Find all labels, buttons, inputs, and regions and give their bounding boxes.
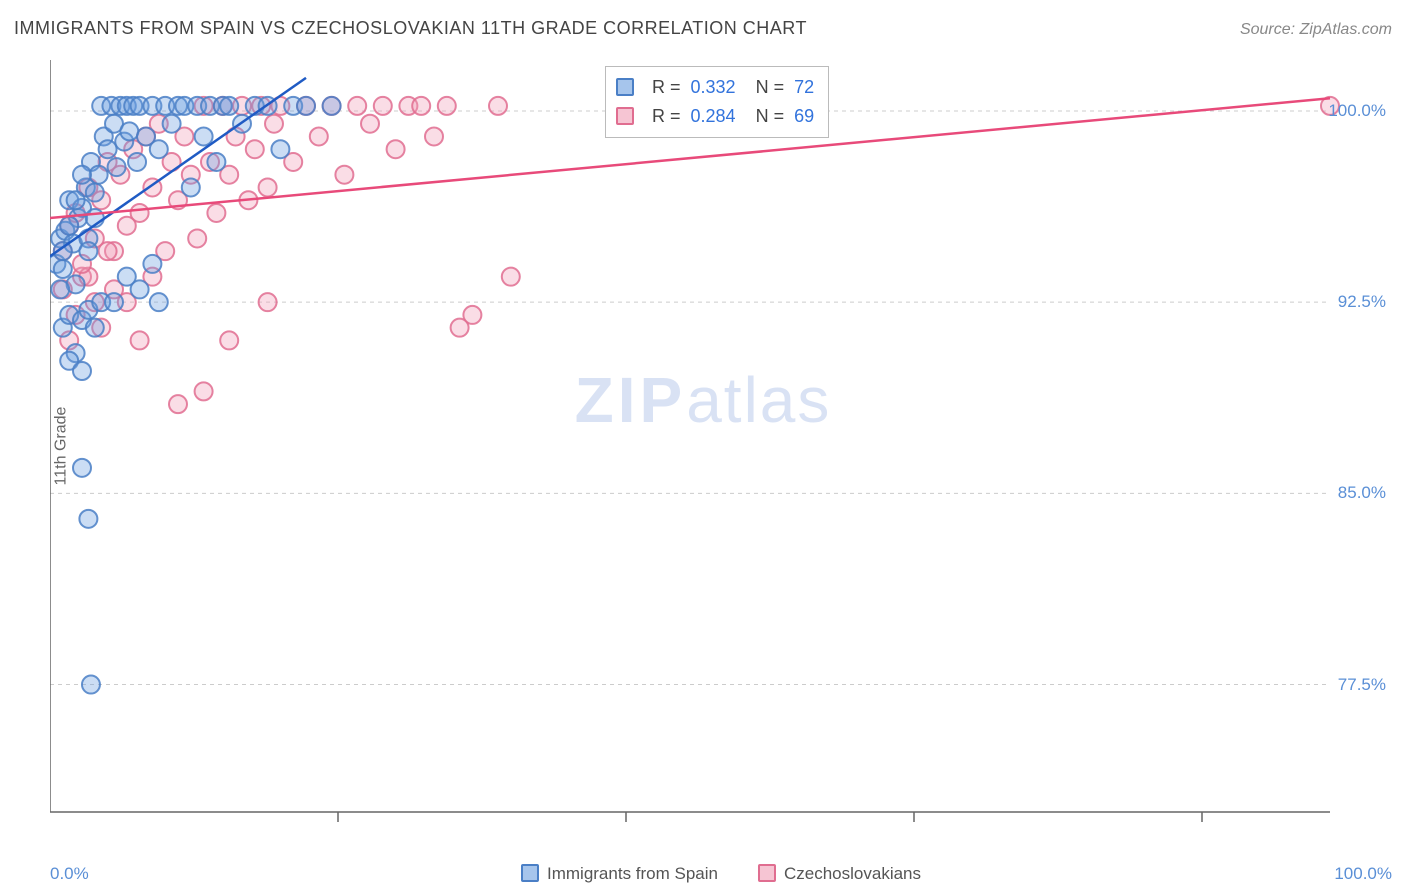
corr-swatch-spain (616, 78, 634, 96)
source-prefix: Source: (1240, 21, 1300, 38)
correlation-scatter-chart (50, 50, 1392, 852)
x-axis-legend: 0.0% Immigrants from Spain Czechoslovaki… (50, 864, 1392, 884)
corr-n-value-spain: 72 (794, 73, 814, 102)
legend-label-spain: Immigrants from Spain (547, 864, 718, 883)
x-axis-max-label: 100.0% (1334, 864, 1392, 884)
y-tick-label: 77.5% (1338, 675, 1386, 695)
legend-label-czech: Czechoslovakians (784, 864, 921, 883)
page-title: IMMIGRANTS FROM SPAIN VS CZECHOSLOVAKIAN… (14, 18, 807, 39)
corr-legend-row-czech: R = 0.284 N = 69 (616, 102, 814, 131)
source-attribution: Source: ZipAtlas.com (1240, 21, 1392, 39)
y-tick-label: 85.0% (1338, 483, 1386, 503)
corr-r-label: R = (652, 102, 681, 131)
y-tick-label: 92.5% (1338, 292, 1386, 312)
corr-r-value-czech: 0.284 (691, 102, 736, 131)
legend-swatch-spain (521, 864, 539, 882)
corr-r-value-spain: 0.332 (691, 73, 736, 102)
corr-n-label: N = (756, 73, 785, 102)
source-link[interactable]: ZipAtlas.com (1300, 21, 1392, 38)
corr-r-label: R = (652, 73, 681, 102)
y-tick-label: 100.0% (1328, 101, 1386, 121)
corr-legend-row-spain: R = 0.332 N = 72 (616, 73, 814, 102)
legend-swatch-czech (758, 864, 776, 882)
legend-item-czech: Czechoslovakians (758, 864, 921, 884)
correlation-legend-box: R = 0.332 N = 72 R = 0.284 N = 69 (605, 66, 829, 138)
legend-item-spain: Immigrants from Spain (521, 864, 718, 884)
corr-n-label: N = (756, 102, 785, 131)
x-axis-min-label: 0.0% (50, 864, 89, 884)
corr-swatch-czech (616, 107, 634, 125)
corr-n-value-czech: 69 (794, 102, 814, 131)
